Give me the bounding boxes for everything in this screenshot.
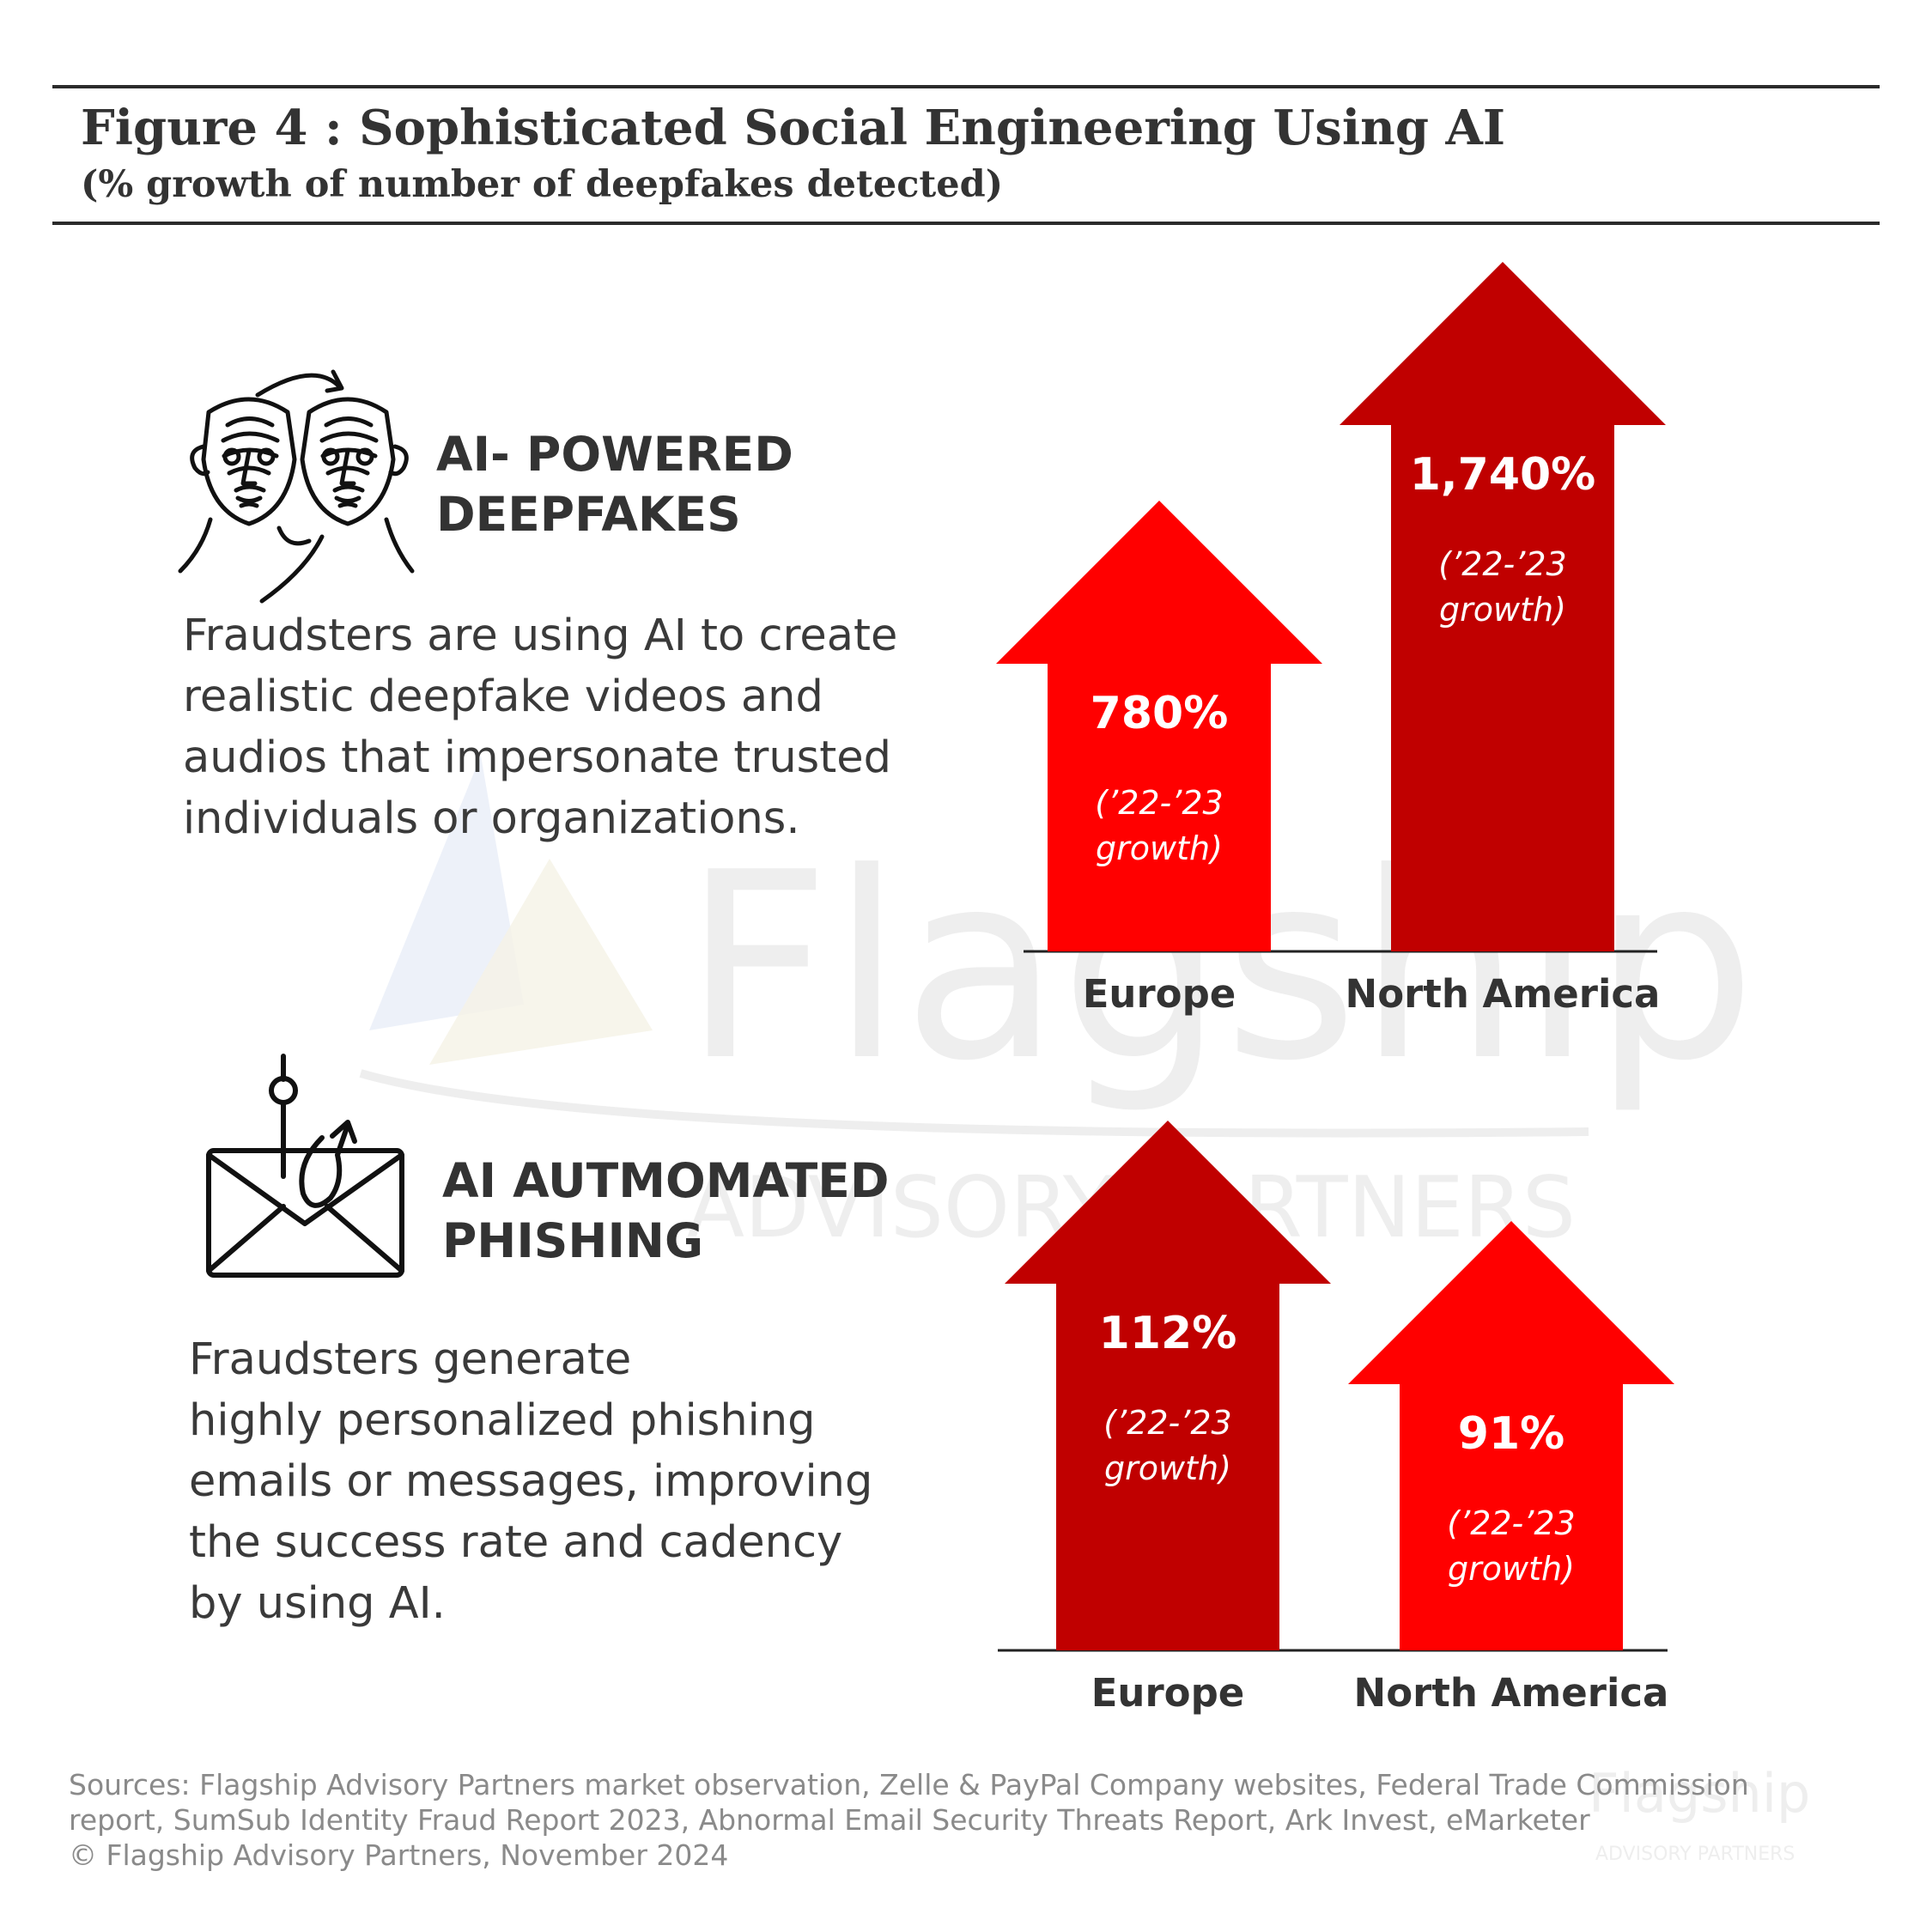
growth-sublabel: growth) [1439,591,1566,629]
growth-sublabel: growth) [1448,1550,1575,1588]
arrow-bar-europe [996,501,1322,951]
deepfakes-heading-line2: DEEPFAKES [436,487,741,542]
description-line: by using AI. [189,1578,446,1629]
deepfakes-heading-line1: AI- POWERED [436,427,793,482]
figure-title: Figure 4 : Sophisticated Social Engineer… [81,100,1506,156]
phishing-email-icon [206,1054,404,1278]
figure-subtitle: (% growth of number of deepfakes detecte… [81,163,1004,206]
watermark-small-brand: Flagship [1589,1762,1810,1825]
phishing-heading-line1: AI AUTMOMATED [442,1153,890,1208]
arrow-bar-europe [1005,1121,1331,1650]
growth-sublabel: (’22-’23 [1095,784,1223,822]
growth-sublabel: (’22-’23 [1447,1504,1575,1542]
phishing-arrow-chart: 112% (’22-’23 growth) Europe 91% (’22-’23 grow… [998,1121,1674,1716]
phishing-heading-line2: PHISHING [442,1213,704,1268]
sources-footnote: Sources: Flagship Advisory Partners mark… [69,1767,1749,1873]
arrow-bar-north-america [1348,1221,1674,1650]
header-bottom-rule [52,222,1880,225]
description-line: Fraudsters generate [189,1334,632,1385]
growth-sublabel: (’22-’23 [1438,545,1566,583]
description-line: audios that impersonate trusted [183,732,891,783]
growth-sublabel: growth) [1104,1449,1231,1487]
arrow-bar-north-america [1340,262,1666,951]
growth-sublabel: growth) [1096,829,1223,867]
category-label: North America [1354,1670,1669,1716]
deepfakes-arrow-chart: 780% (’22-’23 growth) Europe 1,740% (’22-’23 g… [996,262,1666,1017]
top-rule [52,85,1880,88]
description-line: emails or messages, improving [189,1456,873,1507]
description-line: highly personalized phishing [189,1395,816,1446]
description-line: realistic deepfake videos and [183,671,823,722]
sources-line: report, SumSub Identity Fraud Report 202… [69,1803,1590,1837]
value-label: 1,740% [1410,449,1596,501]
deepfakes-heading: AI- POWERED DEEPFAKES [436,424,793,544]
description-line: the success rate and cadency [189,1517,843,1568]
value-label: 91% [1458,1408,1564,1460]
category-label: Europe [1091,1670,1245,1716]
growth-sublabel: (’22-’23 [1103,1404,1231,1442]
sources-line: Sources: Flagship Advisory Partners mark… [69,1768,1749,1801]
phishing-heading: AI AUTMOMATED PHISHING [442,1151,890,1271]
value-label: 112% [1099,1308,1237,1359]
category-label: Europe [1083,971,1236,1017]
description-line: Fraudsters are using AI to create [183,611,898,661]
phishing-description: Fraudsters generate highly personalized … [189,1329,872,1634]
copyright-line: © Flagship Advisory Partners, November 2… [69,1838,729,1872]
description-line: individuals or organizations. [183,793,800,844]
deepfakes-description: Fraudsters are using AI to create realis… [183,605,897,849]
value-label: 780% [1091,688,1229,739]
deepfake-faces-icon [178,369,415,604]
category-label: North America [1346,971,1661,1017]
watermark-small-tagline: ADVISORY PARTNERS [1595,1844,1795,1865]
